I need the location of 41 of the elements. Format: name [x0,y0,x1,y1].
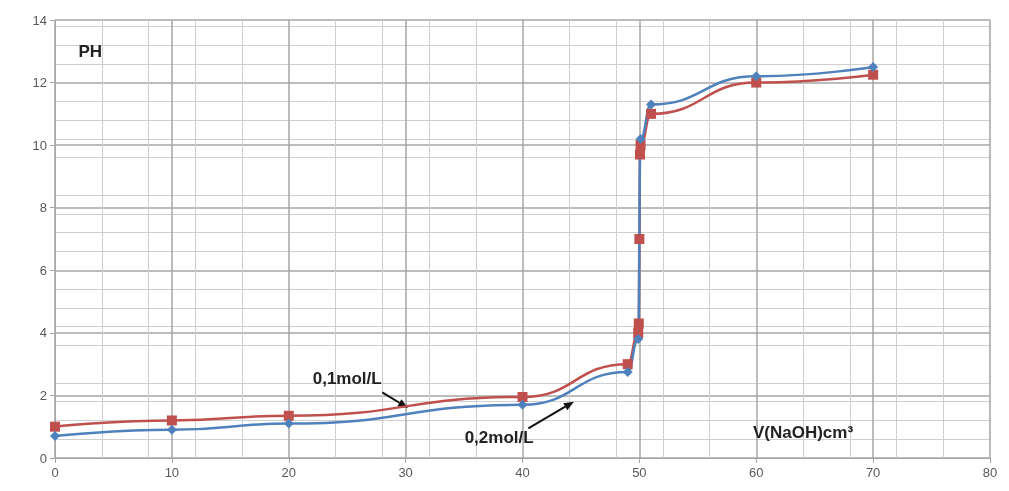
point [622,366,633,377]
x-tick-label: 80 [982,465,998,480]
point [646,99,657,110]
y-tick-label: 0 [39,450,47,466]
point [635,133,646,144]
x-tick-label: 20 [281,465,296,480]
x-tick-label: 10 [164,465,180,480]
y-tick-label: 14 [32,12,47,28]
point [633,334,644,345]
point [868,69,879,80]
y-tick-label: 6 [39,262,47,278]
point [283,418,294,429]
x-tick-label: 70 [865,465,881,480]
point [50,431,60,442]
y-tick-label: 10 [32,137,47,153]
x-tick-label: 50 [632,465,647,480]
series-label: 0,2mol/L [464,428,534,448]
point [517,399,528,410]
point [868,61,879,72]
x-tick-label: 40 [515,465,530,480]
point [622,359,633,370]
x-tick-label: 60 [749,465,764,480]
y-tick-label: 4 [39,325,47,341]
point [633,318,644,329]
y-tick-label: 8 [39,200,47,216]
y-axis-title: PH [78,41,102,61]
point [646,108,657,119]
series-label: 0,1mol/L [312,368,382,388]
point [634,149,645,160]
y-tick-label: 12 [32,75,47,91]
point [751,71,762,82]
point [517,391,528,402]
point [50,421,60,432]
x-axis-title: V(NaOH)cm³ [752,423,854,443]
x-tick-label: 30 [398,465,413,480]
y-tick-label: 2 [39,387,47,403]
point [283,410,294,421]
point [166,424,177,435]
point [166,415,177,426]
point [634,234,645,244]
x-tick-label: 0 [51,465,59,480]
